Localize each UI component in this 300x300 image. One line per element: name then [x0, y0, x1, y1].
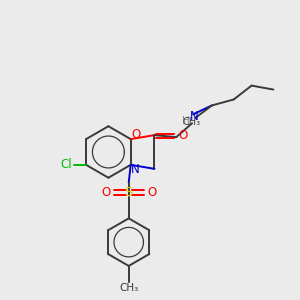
- Text: Cl: Cl: [61, 158, 72, 171]
- Text: CH₃: CH₃: [119, 283, 138, 293]
- Text: O: O: [178, 129, 188, 142]
- Text: S: S: [124, 186, 133, 199]
- Text: N: N: [131, 163, 140, 176]
- Text: O: O: [131, 128, 140, 141]
- Text: H: H: [182, 116, 190, 126]
- Text: O: O: [101, 186, 111, 199]
- Text: CH₃: CH₃: [182, 117, 200, 127]
- Text: N: N: [190, 110, 199, 123]
- Text: O: O: [147, 186, 156, 199]
